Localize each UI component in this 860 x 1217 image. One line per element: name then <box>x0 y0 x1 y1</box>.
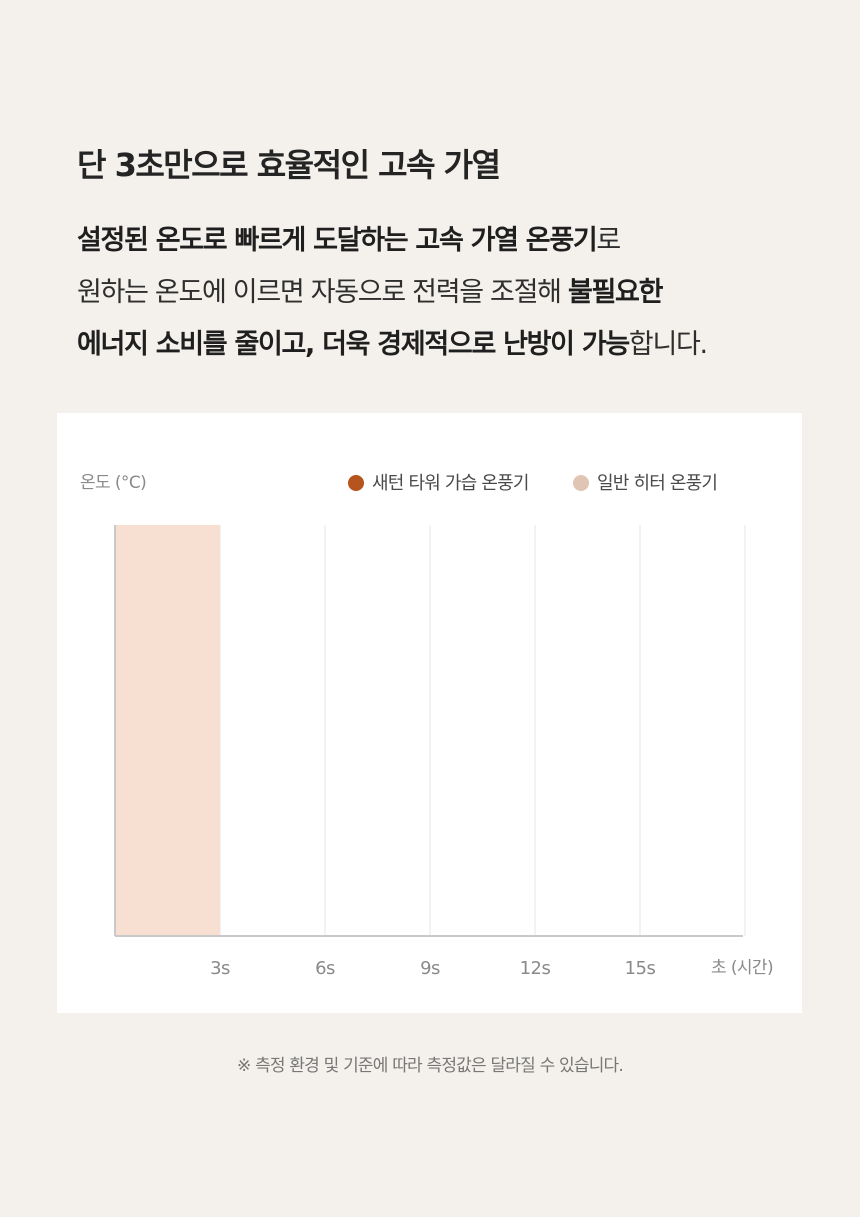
heating-chart: 온도 (°C) 초 (시간) 3s 6s 9s 12s 15s 새턴 타워 가습 온풍기… <box>80 473 774 979</box>
x-tick-label: 3s <box>210 958 230 979</box>
description-emphasis-1: 설정된 온도로 빠르게 도달하는 고속 가열 온풍기 <box>77 225 598 256</box>
x-tick-label: 15s <box>625 958 656 979</box>
chart-legend: 새턴 타워 가습 온풍기 일반 히터 온풍기 <box>348 473 718 494</box>
legend-label: 일반 히터 온풍기 <box>597 473 717 494</box>
highlight-band <box>115 525 220 936</box>
footnote: ※ 측정 환경 및 기준에 따라 측정값은 달라질 수 있습니다. <box>237 1056 624 1076</box>
headline: 단 3초만으로 효율적인 고속 가열 <box>77 146 501 184</box>
legend-marker <box>348 475 364 491</box>
legend-label: 새턴 타워 가습 온풍기 <box>372 473 529 494</box>
chart-grid <box>219 525 746 936</box>
x-tick-label: 6s <box>315 958 335 979</box>
description-text-1: 로 <box>596 225 621 256</box>
description-text-2: 원하는 온도에 이르면 자동으로 전력을 조절해 <box>77 277 568 308</box>
description-line-2: 원하는 온도에 이르면 자동으로 전력을 조절해 불필요한 <box>77 267 817 319</box>
description-line-1: 설정된 온도로 빠르게 도달하는 고속 가열 온풍기로 <box>77 215 817 267</box>
description-line-3: 에너지 소비를 줄이고, 더욱 경제적으로 난방이 가능합니다. <box>77 319 817 371</box>
x-tick-label: 12s <box>520 958 551 979</box>
x-tick-labels: 3s 6s 9s 12s 15s <box>210 958 656 979</box>
description-text-3: 합니다. <box>628 329 708 360</box>
x-tick-label: 9s <box>420 958 440 979</box>
legend-marker <box>573 475 589 491</box>
description: 설정된 온도로 빠르게 도달하는 고속 가열 온풍기로 원하는 온도에 이르면 … <box>77 215 817 371</box>
description-emphasis-3: 에너지 소비를 줄이고, 더욱 경제적으로 난방이 가능 <box>77 329 630 360</box>
description-emphasis-2: 불필요한 <box>567 277 663 308</box>
chart-card: 온도 (°C) 초 (시간) 3s 6s 9s 12s 15s 새턴 타워 가습 온풍기… <box>57 413 802 1013</box>
y-axis-label: 온도 (°C) <box>80 473 146 493</box>
x-axis-label: 초 (시간) <box>711 958 773 978</box>
